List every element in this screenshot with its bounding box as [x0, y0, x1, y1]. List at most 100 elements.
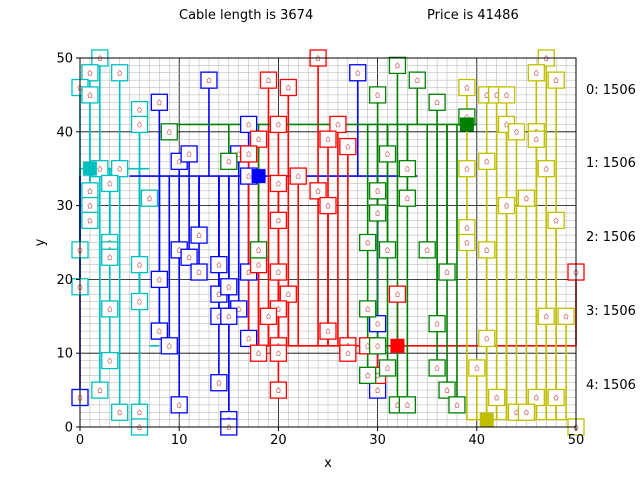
node-marker: [388, 285, 407, 303]
node-marker: [378, 241, 397, 259]
node-marker: [458, 78, 476, 97]
node-marker: [269, 263, 288, 281]
node-marker: [339, 344, 357, 362]
node-marker: [101, 248, 119, 266]
node-marker: [378, 359, 397, 377]
node-marker: [478, 152, 496, 170]
node-marker: [487, 388, 506, 407]
x-tick-label: 10: [171, 433, 188, 448]
y-tick-label: 20: [56, 273, 73, 288]
x-tick-label: 0: [76, 433, 84, 448]
x-tick-label: 50: [568, 433, 585, 448]
node-marker: [210, 374, 228, 392]
node-marker: [81, 211, 99, 230]
node-marker: [91, 381, 109, 399]
y-axis-label: y: [33, 238, 48, 246]
y-tick-label: 0: [65, 421, 73, 436]
series-0-hub: [82, 161, 97, 176]
node-marker: [319, 130, 337, 148]
node-marker: [249, 130, 268, 148]
node-marker: [428, 315, 446, 333]
cable-length-title: Cable length is 3674: [179, 8, 314, 23]
node-marker: [517, 189, 536, 207]
series-3-hub: [459, 117, 474, 132]
node-marker: [418, 241, 436, 259]
node-marker: [101, 351, 119, 370]
node-marker: [130, 403, 149, 421]
node-marker: [368, 315, 387, 333]
side-label-0: 0: 1506: [586, 83, 636, 98]
y-tick-label: 50: [56, 52, 73, 67]
node-marker: [408, 71, 426, 89]
node-marker: [547, 71, 565, 89]
node-marker: [239, 329, 258, 348]
node-marker: [527, 64, 545, 82]
node-marker: [220, 307, 238, 325]
y-tick-label: 40: [56, 125, 73, 140]
y-tick-label: 10: [56, 347, 73, 362]
node-marker: [368, 182, 387, 200]
node-marker: [259, 71, 278, 89]
node-marker: [170, 396, 188, 414]
node-marker: [101, 300, 119, 318]
node-marker: [220, 152, 238, 170]
node-marker: [329, 115, 347, 134]
node-marker: [359, 366, 377, 384]
node-marker: [180, 248, 198, 266]
series-1-hub: [251, 169, 266, 184]
x-axis-label: x: [324, 456, 332, 471]
node-marker: [547, 388, 565, 407]
node-marker: [269, 211, 288, 230]
node-marker: [448, 396, 466, 414]
x-tick-label: 20: [270, 433, 287, 448]
node-marker: [368, 337, 387, 355]
node-marker: [111, 403, 129, 421]
node-marker: [507, 123, 526, 141]
node-marker: [438, 381, 456, 399]
node-marker: [339, 137, 357, 156]
node-marker: [398, 396, 417, 414]
node-marker: [428, 93, 446, 111]
node-marker: [547, 211, 565, 230]
series-4-nodes: [458, 49, 585, 436]
node-marker: [388, 56, 407, 75]
node-marker: [101, 174, 119, 193]
node-marker: [269, 381, 288, 399]
side-label-1: 1: 1506: [586, 156, 636, 171]
series-2-nodes: [239, 49, 585, 399]
node-marker: [527, 130, 545, 148]
series-4-hub: [479, 412, 494, 427]
node-marker: [478, 241, 496, 259]
node-marker: [368, 86, 387, 104]
node-marker: [319, 196, 337, 215]
node-marker: [160, 123, 178, 141]
node-marker: [349, 64, 367, 82]
node-marker: [517, 403, 536, 421]
price-title: Price is 41486: [427, 8, 519, 23]
node-marker: [398, 160, 417, 178]
node-marker: [200, 71, 218, 89]
node-marker: [259, 307, 278, 325]
node-marker: [458, 233, 476, 252]
node-marker: [497, 86, 516, 104]
node-marker: [81, 196, 99, 215]
node-marker: [239, 115, 258, 134]
hubs: [82, 117, 494, 427]
node-marker: [269, 174, 288, 193]
series-2-hub: [390, 338, 405, 353]
node-marker: [398, 189, 417, 207]
node-marker: [279, 285, 297, 303]
node-marker: [111, 64, 129, 82]
node-marker: [458, 160, 476, 178]
node-marker: [190, 226, 208, 244]
node-marker: [468, 359, 486, 377]
node-marker: [130, 101, 149, 119]
node-marker: [239, 145, 258, 163]
node-marker: [210, 255, 228, 274]
node-marker: [81, 64, 99, 82]
node-marker: [279, 78, 297, 97]
ticks: 0 10 20 30 40 50 0 10 20 30 40 50: [56, 52, 584, 449]
node-marker: [537, 307, 555, 325]
x-tick-label: 40: [469, 433, 486, 448]
